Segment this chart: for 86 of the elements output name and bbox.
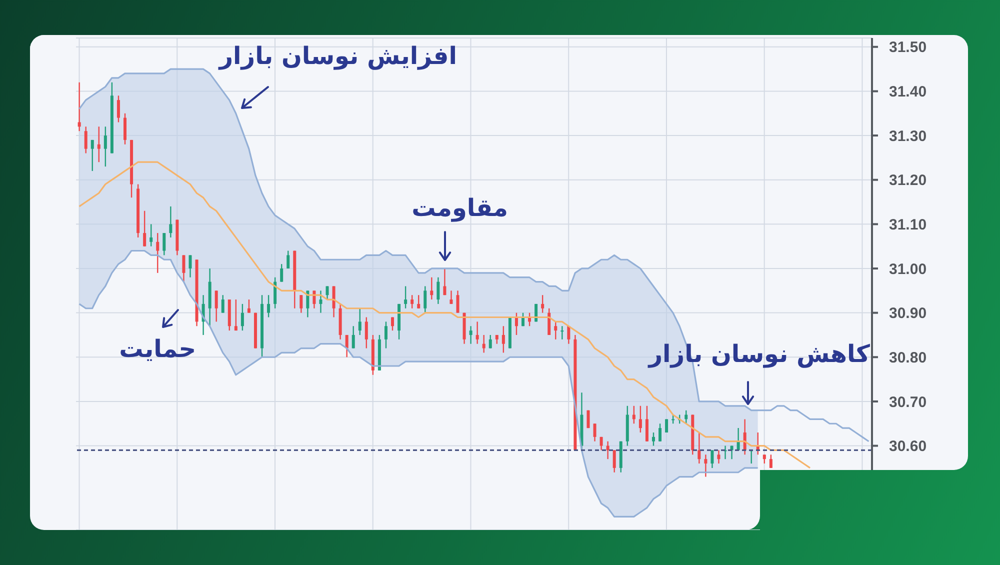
candlestick — [698, 432, 701, 464]
candlestick — [384, 321, 388, 349]
candlestick — [234, 298, 238, 332]
candlestick — [430, 276, 434, 300]
candlestick — [769, 454, 772, 469]
y-tick-label: 30.60 — [889, 438, 927, 456]
candlestick — [652, 432, 655, 446]
y-tick-label: 31.00 — [889, 260, 927, 278]
candlestick — [638, 405, 642, 434]
candlestick — [286, 250, 290, 270]
candlestick — [326, 286, 329, 300]
candlestick — [280, 263, 284, 282]
candlestick — [443, 268, 446, 296]
candlestick — [417, 294, 420, 309]
annotation: افزایش نوسان بازار — [219, 41, 457, 72]
candlestick — [116, 95, 120, 123]
candlestick — [240, 303, 244, 332]
y-tick-label: 30.70 — [889, 394, 927, 411]
candlestick — [482, 334, 486, 354]
candlestick — [488, 334, 492, 349]
candlestick — [645, 405, 648, 442]
candlestick — [436, 276, 440, 305]
y-tick-label: 30.90 — [889, 305, 927, 322]
candlestick — [593, 423, 596, 442]
candlestick — [221, 294, 224, 314]
candlestick — [78, 82, 81, 132]
y-tick-label: 31.40 — [889, 84, 927, 101]
candlestick — [717, 450, 720, 464]
candlestick — [469, 326, 472, 344]
candlestick — [332, 286, 336, 318]
y-tick-label: 31.10 — [889, 216, 927, 234]
annotation: حمایت — [119, 334, 196, 365]
candlestick — [358, 308, 362, 336]
candlestick — [169, 206, 172, 238]
line-series — [78, 68, 870, 442]
candlestick — [665, 418, 668, 434]
candlestick — [124, 112, 126, 145]
candlestick — [632, 405, 636, 424]
candlestick — [345, 334, 348, 358]
candlestick — [522, 312, 524, 327]
y-tick-label: 30.80 — [889, 349, 927, 366]
candlestick — [410, 294, 414, 309]
candlestick — [84, 126, 88, 154]
candlestick — [658, 423, 662, 442]
candlestick — [104, 126, 107, 168]
candlestick — [182, 254, 186, 282]
candlestick — [548, 308, 551, 336]
candlestick — [312, 290, 316, 309]
annotation: مقاومت — [412, 193, 508, 224]
y-tick-label: 31.50 — [889, 39, 927, 56]
candlestick — [567, 326, 570, 344]
candlestick — [704, 454, 708, 478]
candlestick — [710, 450, 714, 469]
candlestick — [514, 312, 518, 336]
candlestick — [319, 290, 322, 314]
candlestick — [143, 210, 146, 247]
candlestick — [274, 276, 277, 309]
y-tick-label: 31.30 — [889, 128, 927, 145]
candlestick — [267, 294, 270, 318]
candlestick — [247, 298, 250, 314]
candlestick — [156, 232, 160, 274]
candlestick — [97, 126, 100, 163]
candlestick — [214, 290, 218, 322]
candlestick — [684, 410, 688, 424]
annotation: کاهش نوسان بازار — [648, 339, 870, 370]
candlestick — [612, 450, 616, 473]
candlestick — [300, 294, 303, 314]
candlestick — [150, 224, 153, 247]
candlestick — [476, 321, 479, 344]
candlestick — [404, 286, 408, 309]
candlestick — [188, 254, 192, 278]
y-tick-label: 31.20 — [889, 172, 927, 190]
candlestick — [450, 290, 453, 305]
candlestick — [352, 326, 355, 349]
candlestick — [162, 232, 166, 256]
candlestick — [554, 321, 558, 340]
candlestick — [456, 290, 460, 314]
candlestick — [560, 326, 564, 340]
candlestick — [424, 286, 427, 314]
candlestick — [364, 316, 368, 349]
candlestick — [391, 316, 394, 332]
candlestick — [306, 290, 310, 318]
candlestick — [541, 294, 544, 314]
candlestick — [600, 436, 603, 451]
candlestick — [502, 326, 505, 354]
candlestick — [90, 139, 94, 172]
